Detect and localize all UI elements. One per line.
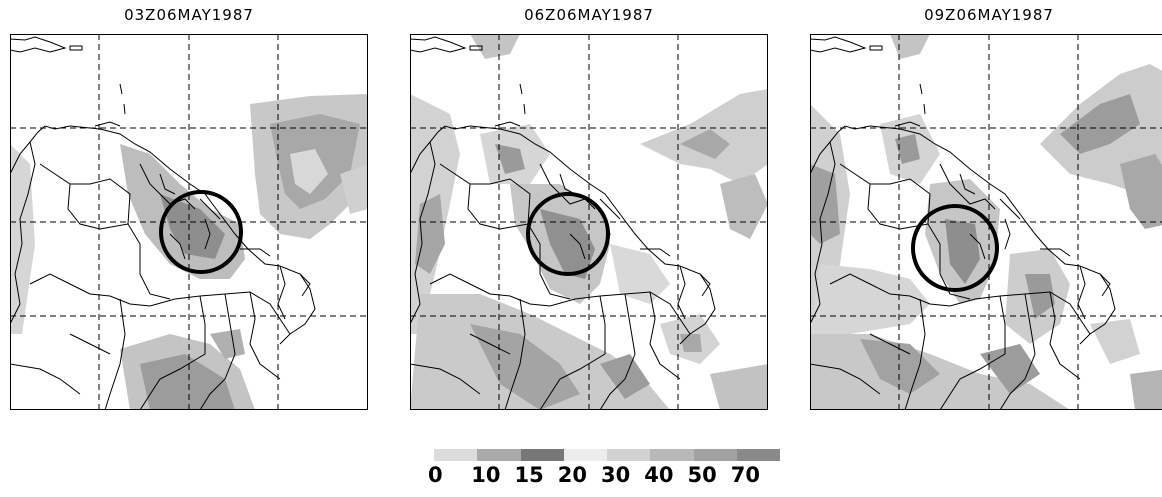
boundaries <box>810 36 1116 410</box>
map-panel-3 <box>810 34 1162 410</box>
highlight-circle <box>911 204 999 292</box>
legend-label: 50 <box>687 463 717 487</box>
legend-swatch <box>477 449 521 461</box>
map-border <box>810 34 1162 410</box>
map-panel-1 <box>10 34 368 410</box>
legend-label: 30 <box>601 463 631 487</box>
legend-colorbar <box>434 449 780 461</box>
graticule <box>810 34 1162 410</box>
legend-swatch <box>693 449 737 461</box>
legend-label: 10 <box>471 463 501 487</box>
map-panel-2 <box>410 34 768 410</box>
color-legend: 0 10 15 20 30 40 50 70 <box>428 449 780 489</box>
precip-shading <box>10 94 368 410</box>
boundaries <box>410 36 716 410</box>
legend-label: 0 <box>428 463 443 487</box>
legend-swatch <box>520 449 564 461</box>
precip-shading <box>410 34 768 410</box>
legend-label: 15 <box>514 463 544 487</box>
graticule <box>10 34 368 410</box>
map-svg-3 <box>810 34 1162 410</box>
graticule <box>410 34 768 410</box>
legend-swatch <box>650 449 694 461</box>
highlight-circle <box>159 190 243 274</box>
panel-title-3: 09Z06MAY1987 <box>924 6 1054 24</box>
legend-swatch <box>434 449 478 461</box>
map-border <box>410 34 768 410</box>
legend-labels: 0 10 15 20 30 40 50 70 <box>426 463 772 489</box>
legend-label: 40 <box>644 463 674 487</box>
legend-swatch <box>736 449 780 461</box>
boundaries <box>10 36 316 410</box>
panel-title-1: 03Z06MAY1987 <box>124 6 254 24</box>
map-svg-2 <box>410 34 768 410</box>
legend-swatch <box>607 449 651 461</box>
map-border <box>10 34 368 410</box>
highlight-circle <box>526 192 610 276</box>
panel-title-2: 06Z06MAY1987 <box>524 6 654 24</box>
legend-swatch <box>563 449 607 461</box>
legend-label: 20 <box>557 463 587 487</box>
legend-label: 70 <box>730 463 760 487</box>
map-svg-1 <box>10 34 368 410</box>
